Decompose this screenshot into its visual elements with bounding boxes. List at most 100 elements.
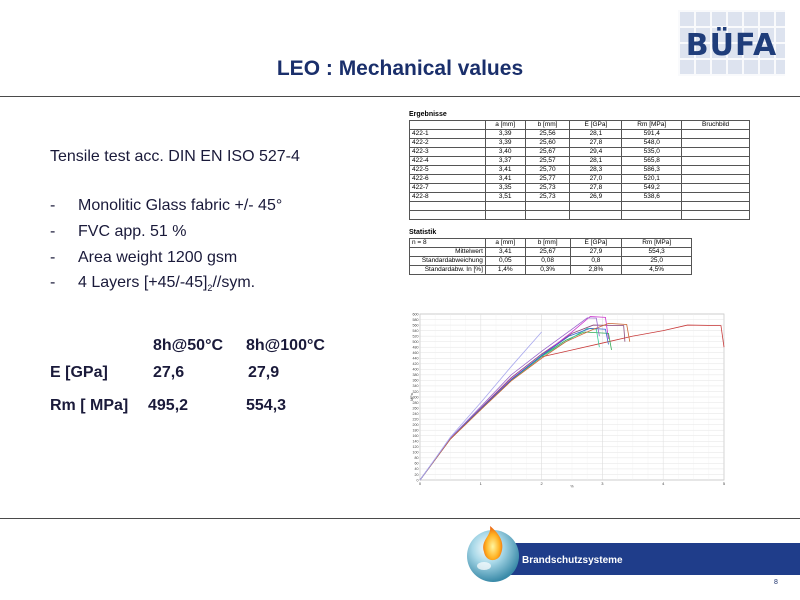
header-cell: a [mm]	[484, 120, 526, 130]
bufa-logo: BÜFA	[678, 10, 785, 76]
x-axis-label: %	[570, 485, 574, 489]
table-cell	[621, 210, 683, 220]
header-cell: Rm [MPa]	[621, 238, 692, 248]
table-cell: 27,8	[569, 183, 623, 193]
test-standard: Tensile test acc. DIN EN ISO 527-4	[50, 148, 300, 165]
y-tick-label: 20	[415, 473, 419, 477]
strength-label: Rm [ MPa]	[50, 397, 129, 414]
y-tick-label: 120	[413, 445, 419, 449]
logo-text: BÜFA	[685, 28, 778, 63]
table-cell: 27,8	[569, 138, 623, 148]
table-row: 422-5 3,41 25,70 28,3 586,3	[409, 165, 750, 175]
header-cell: Bruchbild	[681, 120, 750, 130]
table-cell: 27,9	[569, 247, 623, 257]
table-cell: 422-1	[409, 129, 486, 139]
y-tick-label: 160	[413, 434, 419, 438]
bullet-dash: -	[50, 197, 56, 214]
table-cell	[569, 201, 623, 211]
condition-50c: 8h@50°C	[153, 337, 224, 354]
table-row: 422-3 3,40 25,67 29,4 535,0	[409, 147, 750, 157]
table-cell: 422-7	[409, 183, 486, 193]
table-cell	[681, 201, 750, 211]
table-cell: 25,0	[621, 256, 692, 266]
y-axis-label: MPa	[410, 393, 414, 400]
table-cell	[681, 183, 750, 193]
table-cell: 25,73	[524, 183, 571, 193]
table-cell: 28,1	[569, 129, 623, 139]
y-tick-label: 220	[413, 417, 419, 421]
series-line-9	[419, 331, 542, 481]
table-cell: 535,0	[621, 147, 683, 157]
results-header-row: a [mm] b [mm] E [GPa] Rm [MPa] Bruchbild	[409, 120, 750, 130]
header-cell: a [mm]	[484, 238, 526, 248]
table-cell: 3,41	[484, 165, 526, 175]
table-cell: 548,0	[621, 138, 683, 148]
y-tick-label: 260	[413, 406, 419, 410]
y-tick-label: 400	[413, 368, 419, 372]
table-row: 422-4 3,37 25,57 28,1 565,8	[409, 156, 750, 166]
y-tick-label: 580	[413, 318, 419, 322]
bullet-text: Area weight 1200 gsm	[78, 249, 238, 266]
modulus-value-50c: 27,6	[153, 364, 185, 381]
table-cell: 520,1	[621, 174, 683, 184]
layup-suffix: //sym.	[212, 274, 256, 291]
table-cell: 0,05	[484, 256, 526, 266]
header-cell: b [mm]	[524, 238, 571, 248]
table-cell: 422-6	[409, 174, 486, 184]
page-number: 8	[774, 579, 778, 586]
table-cell: 3,37	[484, 156, 526, 166]
bullet-text: 4 Layers [+45/-45]2//sym.	[78, 274, 255, 293]
table-cell	[569, 210, 623, 220]
layup-subscript: 2	[207, 283, 213, 294]
table-cell	[681, 156, 750, 166]
x-tick-label: 3	[601, 481, 604, 486]
modulus-label: E [GPa]	[50, 364, 108, 381]
y-tick-label: 140	[413, 440, 419, 444]
table-cell	[681, 165, 750, 175]
table-cell: 538,6	[621, 192, 683, 202]
table-row: 422-6 3,41 25,77 27,0 520,1	[409, 174, 750, 184]
table-cell	[409, 201, 486, 211]
logo-grid	[678, 10, 785, 76]
table-cell: 28,1	[569, 156, 623, 166]
table-cell: 25,67	[524, 247, 571, 257]
table-cell: 2,8%	[569, 265, 623, 275]
stats-row: Standardabweichung 0,05 0,08 0,8 25,0	[409, 256, 692, 266]
y-tick-label: 420	[413, 362, 419, 366]
y-tick-label: 0	[417, 478, 419, 482]
x-tick-label: 1	[480, 481, 483, 486]
results-table: a [mm] b [mm] E [GPa] Rm [MPa] Bruchbild 422-…	[409, 120, 750, 220]
stats-n-cell: n = 8	[409, 238, 486, 248]
y-tick-label: 460	[413, 351, 419, 355]
table-cell: 26,9	[569, 192, 623, 202]
table-cell: 422-5	[409, 165, 486, 175]
table-cell: 27,0	[569, 174, 623, 184]
table-cell	[681, 129, 750, 139]
header-cell	[409, 120, 486, 130]
y-tick-label: 60	[415, 462, 419, 466]
table-cell: 422-2	[409, 138, 486, 148]
table-cell: 25,60	[524, 138, 571, 148]
header-cell: E [GPa]	[569, 120, 623, 130]
y-tick-label: 40	[415, 467, 419, 471]
y-tick-label: 360	[413, 379, 419, 383]
table-row: 422-2 3,39 25,60 27,8 548,0	[409, 138, 750, 148]
table-row: 422-8 3,51 25,73 26,9 538,6	[409, 192, 750, 202]
modulus-value-100c: 27,9	[248, 364, 280, 381]
y-tick-label: 180	[413, 429, 419, 433]
x-tick-label: 2	[540, 481, 543, 486]
table-cell: 25,57	[524, 156, 571, 166]
statistics-title: Statistik	[409, 229, 437, 236]
table-cell	[524, 210, 571, 220]
y-tick-label: 540	[413, 329, 419, 333]
series-line-6	[419, 327, 609, 481]
header-divider	[0, 96, 800, 97]
table-cell: 554,3	[621, 247, 692, 257]
table-cell	[484, 201, 526, 211]
table-cell	[621, 201, 683, 211]
table-cell: Standardabw. In [%]	[409, 265, 486, 275]
table-cell: 25,73	[524, 192, 571, 202]
strength-value-50c: 495,2	[148, 397, 189, 414]
